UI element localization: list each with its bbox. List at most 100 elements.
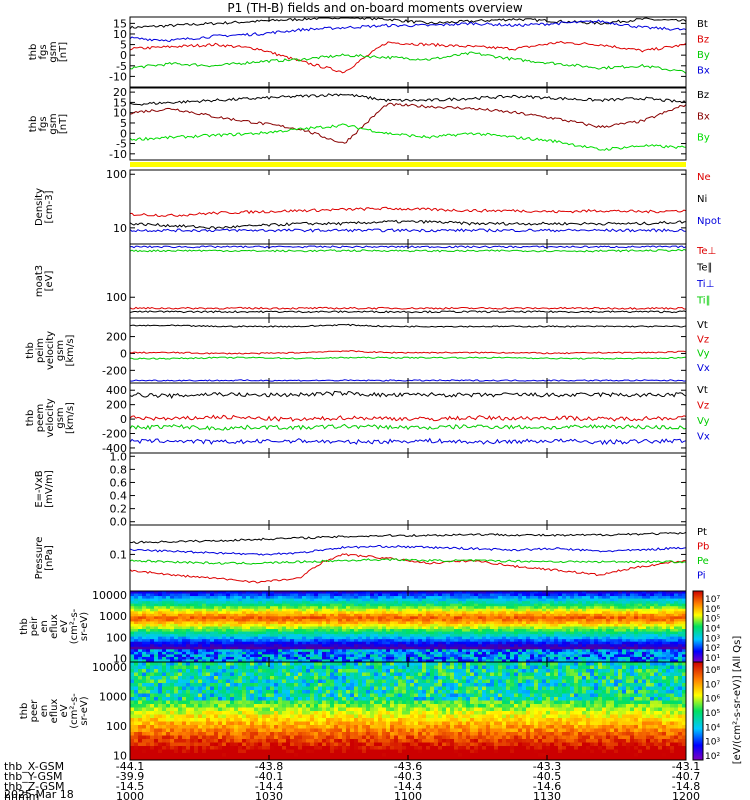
spectrogram-cell (130, 596, 135, 600)
spectrogram-cell (318, 634, 323, 638)
spectrogram-cell (514, 662, 519, 666)
spectrogram-cell (254, 651, 259, 655)
spectrogram-cell (538, 591, 543, 595)
spectrogram-cell (170, 631, 175, 635)
spectrogram-cell (162, 683, 167, 687)
spectrogram-cell (394, 656, 399, 660)
spectrogram-cell (190, 626, 195, 630)
spectrogram-cell (346, 621, 351, 625)
spectrogram-cell (662, 649, 667, 653)
spectrogram-cell (510, 611, 515, 615)
spectrogram-cell (374, 654, 379, 658)
spectrogram-cell (294, 606, 299, 610)
legend-pe: Pe (697, 556, 709, 567)
spectrogram-cell (162, 646, 167, 650)
spectrogram-cell (418, 634, 423, 638)
spectrogram-cell (514, 596, 519, 600)
spectrogram-cell (446, 591, 451, 595)
spectrogram-cell (538, 662, 543, 666)
spectrogram-cell (682, 601, 687, 605)
spectrogram-cell (610, 631, 615, 635)
spectrogram-cell (498, 646, 503, 650)
spectrogram-cell (418, 631, 423, 635)
spectrogram-cell (666, 654, 671, 658)
spectrogram-cell (182, 616, 187, 620)
spectrogram-cell (366, 679, 371, 684)
spectrogram-cell (198, 656, 203, 660)
spectrogram-cell (206, 679, 211, 684)
spectrogram-cell (402, 608, 407, 612)
spectrogram-cell (214, 679, 219, 684)
spectrogram-cell (642, 596, 647, 600)
spectrogram-cell (206, 616, 211, 620)
spectrogram-cell (654, 608, 659, 612)
spectrogram-cell (226, 665, 231, 670)
spectrogram-cell (630, 651, 635, 655)
spectrogram-cell (166, 636, 171, 640)
spectrogram-cell (538, 608, 543, 612)
spectrogram-cell (626, 618, 631, 622)
spectrogram-cell (574, 636, 579, 640)
spectrogram-cell (326, 591, 331, 595)
spectrogram-cell (350, 598, 355, 602)
spectrogram-cell (322, 598, 327, 602)
spectrogram-cell (246, 606, 251, 610)
spectrogram-cell (658, 672, 663, 677)
spectrogram-cell (302, 644, 307, 648)
spectrogram-cell (438, 591, 443, 595)
spectrogram-cell (254, 603, 259, 607)
spectrogram-cell (190, 601, 195, 605)
spectrogram-cell (514, 613, 519, 617)
y-tick-label: 400 (106, 384, 127, 397)
spectrogram-cell (254, 669, 259, 673)
spectrogram-cell (178, 593, 183, 597)
spectrogram-cell (614, 621, 619, 625)
spectrogram-cell (514, 672, 519, 677)
spectrogram-cell (674, 603, 679, 607)
spectrogram-cell (678, 665, 683, 670)
spectrogram-cell (590, 598, 595, 602)
spectrogram-cell (190, 598, 195, 602)
spectrogram-cell (658, 644, 663, 648)
spectrogram-cell (194, 644, 199, 648)
spectrogram-cell (334, 641, 339, 645)
spectrogram-cell (650, 618, 655, 622)
spectrogram-cell (342, 626, 347, 630)
spectrogram-cell (254, 656, 259, 660)
spectrogram-cell (470, 665, 475, 670)
spectrogram-cell (410, 634, 415, 638)
spectrogram-cell (402, 662, 407, 666)
spectrogram-cell (362, 616, 367, 620)
spectrogram-cell (302, 649, 307, 653)
spectrogram-cell (322, 639, 327, 643)
spectrogram-cell (482, 665, 487, 670)
spectrogram-cell (458, 593, 463, 597)
spectrogram-cell (562, 651, 567, 655)
spectrogram-cell (462, 659, 467, 663)
spectrogram-cell (482, 606, 487, 610)
spectrogram-cell (634, 676, 639, 680)
spectrogram-cell (230, 613, 235, 617)
spectrogram-cell (230, 676, 235, 680)
spectrogram-cell (438, 656, 443, 660)
spectrogram-cell (474, 669, 479, 673)
spectrogram-cell (138, 665, 143, 670)
spectrogram-cell (282, 616, 287, 620)
spectrogram-cell (258, 631, 263, 635)
spectrogram-cell (678, 611, 683, 615)
spectrogram-cell (514, 591, 519, 595)
spectrogram-cell (458, 623, 463, 627)
spectrogram-cell (570, 656, 575, 660)
spectrogram-cell (478, 654, 483, 658)
spectrogram-cell (602, 606, 607, 610)
spectrogram-cell (590, 593, 595, 597)
spectrogram-cell (278, 651, 283, 655)
spectrogram-cell (678, 621, 683, 625)
spectrogram-cell (422, 656, 427, 660)
spectrogram-cell (166, 654, 171, 658)
spectrogram-cell (426, 611, 431, 615)
spectrogram-cell (454, 603, 459, 607)
spectrogram-cell (346, 665, 351, 670)
spectrogram-cell (206, 613, 211, 617)
spectrogram-cell (390, 608, 395, 612)
